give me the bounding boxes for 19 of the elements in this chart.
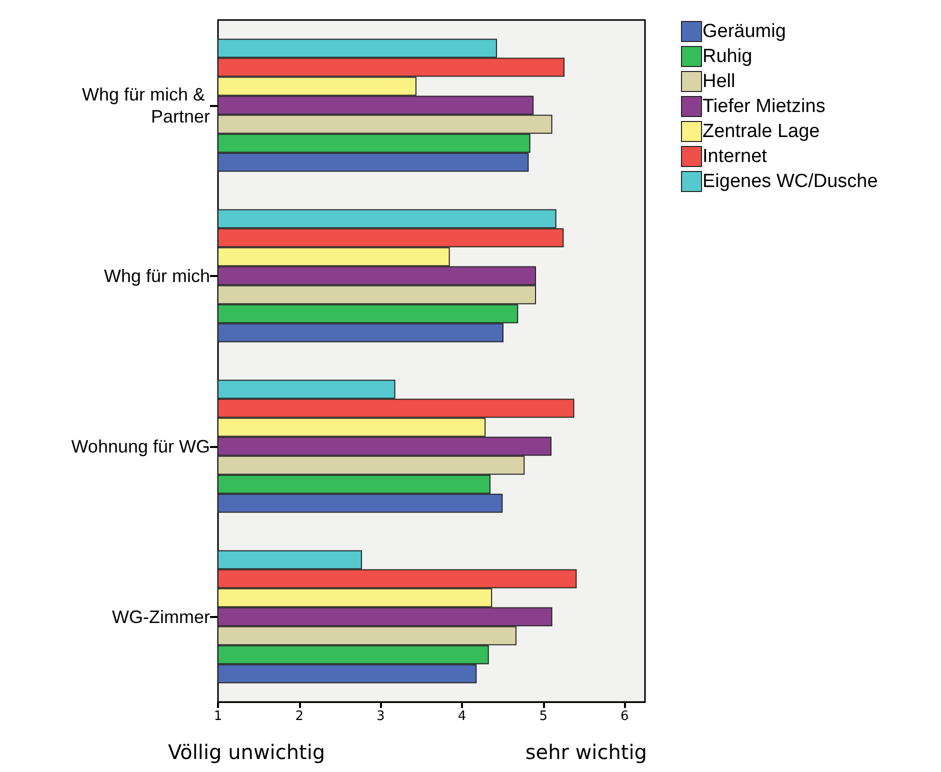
legend-label: Geräumig: [702, 21, 786, 42]
x-tick-label: 4: [458, 709, 466, 724]
x-tick-label: 5: [539, 709, 548, 724]
y-tick-label: WG-Zimmer: [112, 606, 210, 627]
legend-label: Zentrale Lage: [702, 121, 820, 142]
x-tick-label: 1: [214, 709, 222, 724]
legend-label: Eigenes WC/Dusche: [702, 171, 878, 192]
y-tick-label: Whg für mich & Partner: [82, 84, 210, 126]
text: Völlig unwichtig: [168, 740, 326, 764]
legend-label: Ruhig: [702, 46, 752, 67]
x-tick-label: 6: [620, 709, 629, 724]
legend-label: Tiefer Mietzins: [702, 96, 826, 117]
text: sehr wichtig: [525, 740, 648, 764]
y-tick-label: Wohnung für WG: [71, 436, 210, 456]
x-tick-label: 2: [295, 709, 304, 724]
legend-label: Hell: [702, 71, 736, 92]
x-tick-label: 3: [376, 709, 385, 724]
y-tick-label: Whg für mich: [104, 266, 210, 286]
legend-label: Internet: [702, 146, 768, 167]
